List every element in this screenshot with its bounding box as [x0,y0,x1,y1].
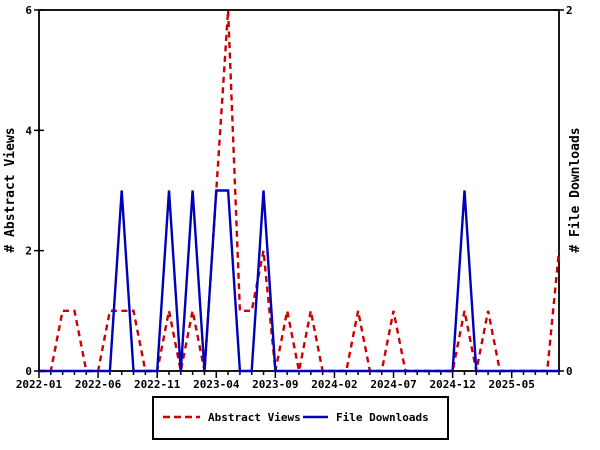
left-axis-title: # Abstract Views [3,127,18,252]
right-axis-title: # File Downloads [568,127,583,252]
left-axis-tick-label: 2 [25,245,32,258]
x-axis-label: 2022-01 [16,378,63,391]
x-axis-label: 2025-05 [489,378,535,391]
right-axis-labels: 02 [566,4,573,378]
x-axis-label: 2024-02 [311,378,357,391]
x-axis-label: 2023-09 [252,378,298,391]
right-axis-tick-label: 2 [566,4,573,17]
left-axis-labels: 0 2 4 6 [25,4,32,378]
legend: Abstract Views File Downloads [152,396,449,440]
right-axis-tick-label: 0 [566,365,573,378]
legend-box [152,396,449,440]
left-axis-tick-label: 6 [25,4,32,17]
x-axis-label: 2022-11 [134,378,181,391]
legend-abstract-views-label: Abstract Views [208,411,301,424]
x-axis-label: 2022-06 [75,378,122,391]
x-axis-label: 2023-04 [193,378,240,391]
x-axis-label: 2024-12 [429,378,475,391]
x-axis-label: 2024-07 [370,378,416,391]
plot-border [38,9,560,372]
series-abstract-views [39,9,561,373]
x-axis-labels: 2022-01 2022-06 2022-11 2023-04 2023-09 2024-… [16,378,535,391]
left-axis-tick-label: 4 [25,124,32,137]
left-axis-tick-label: 0 [25,365,32,378]
data-series [39,9,561,373]
series-file-downloads [39,189,559,373]
legend-file-downloads-label: File Downloads [336,411,429,424]
